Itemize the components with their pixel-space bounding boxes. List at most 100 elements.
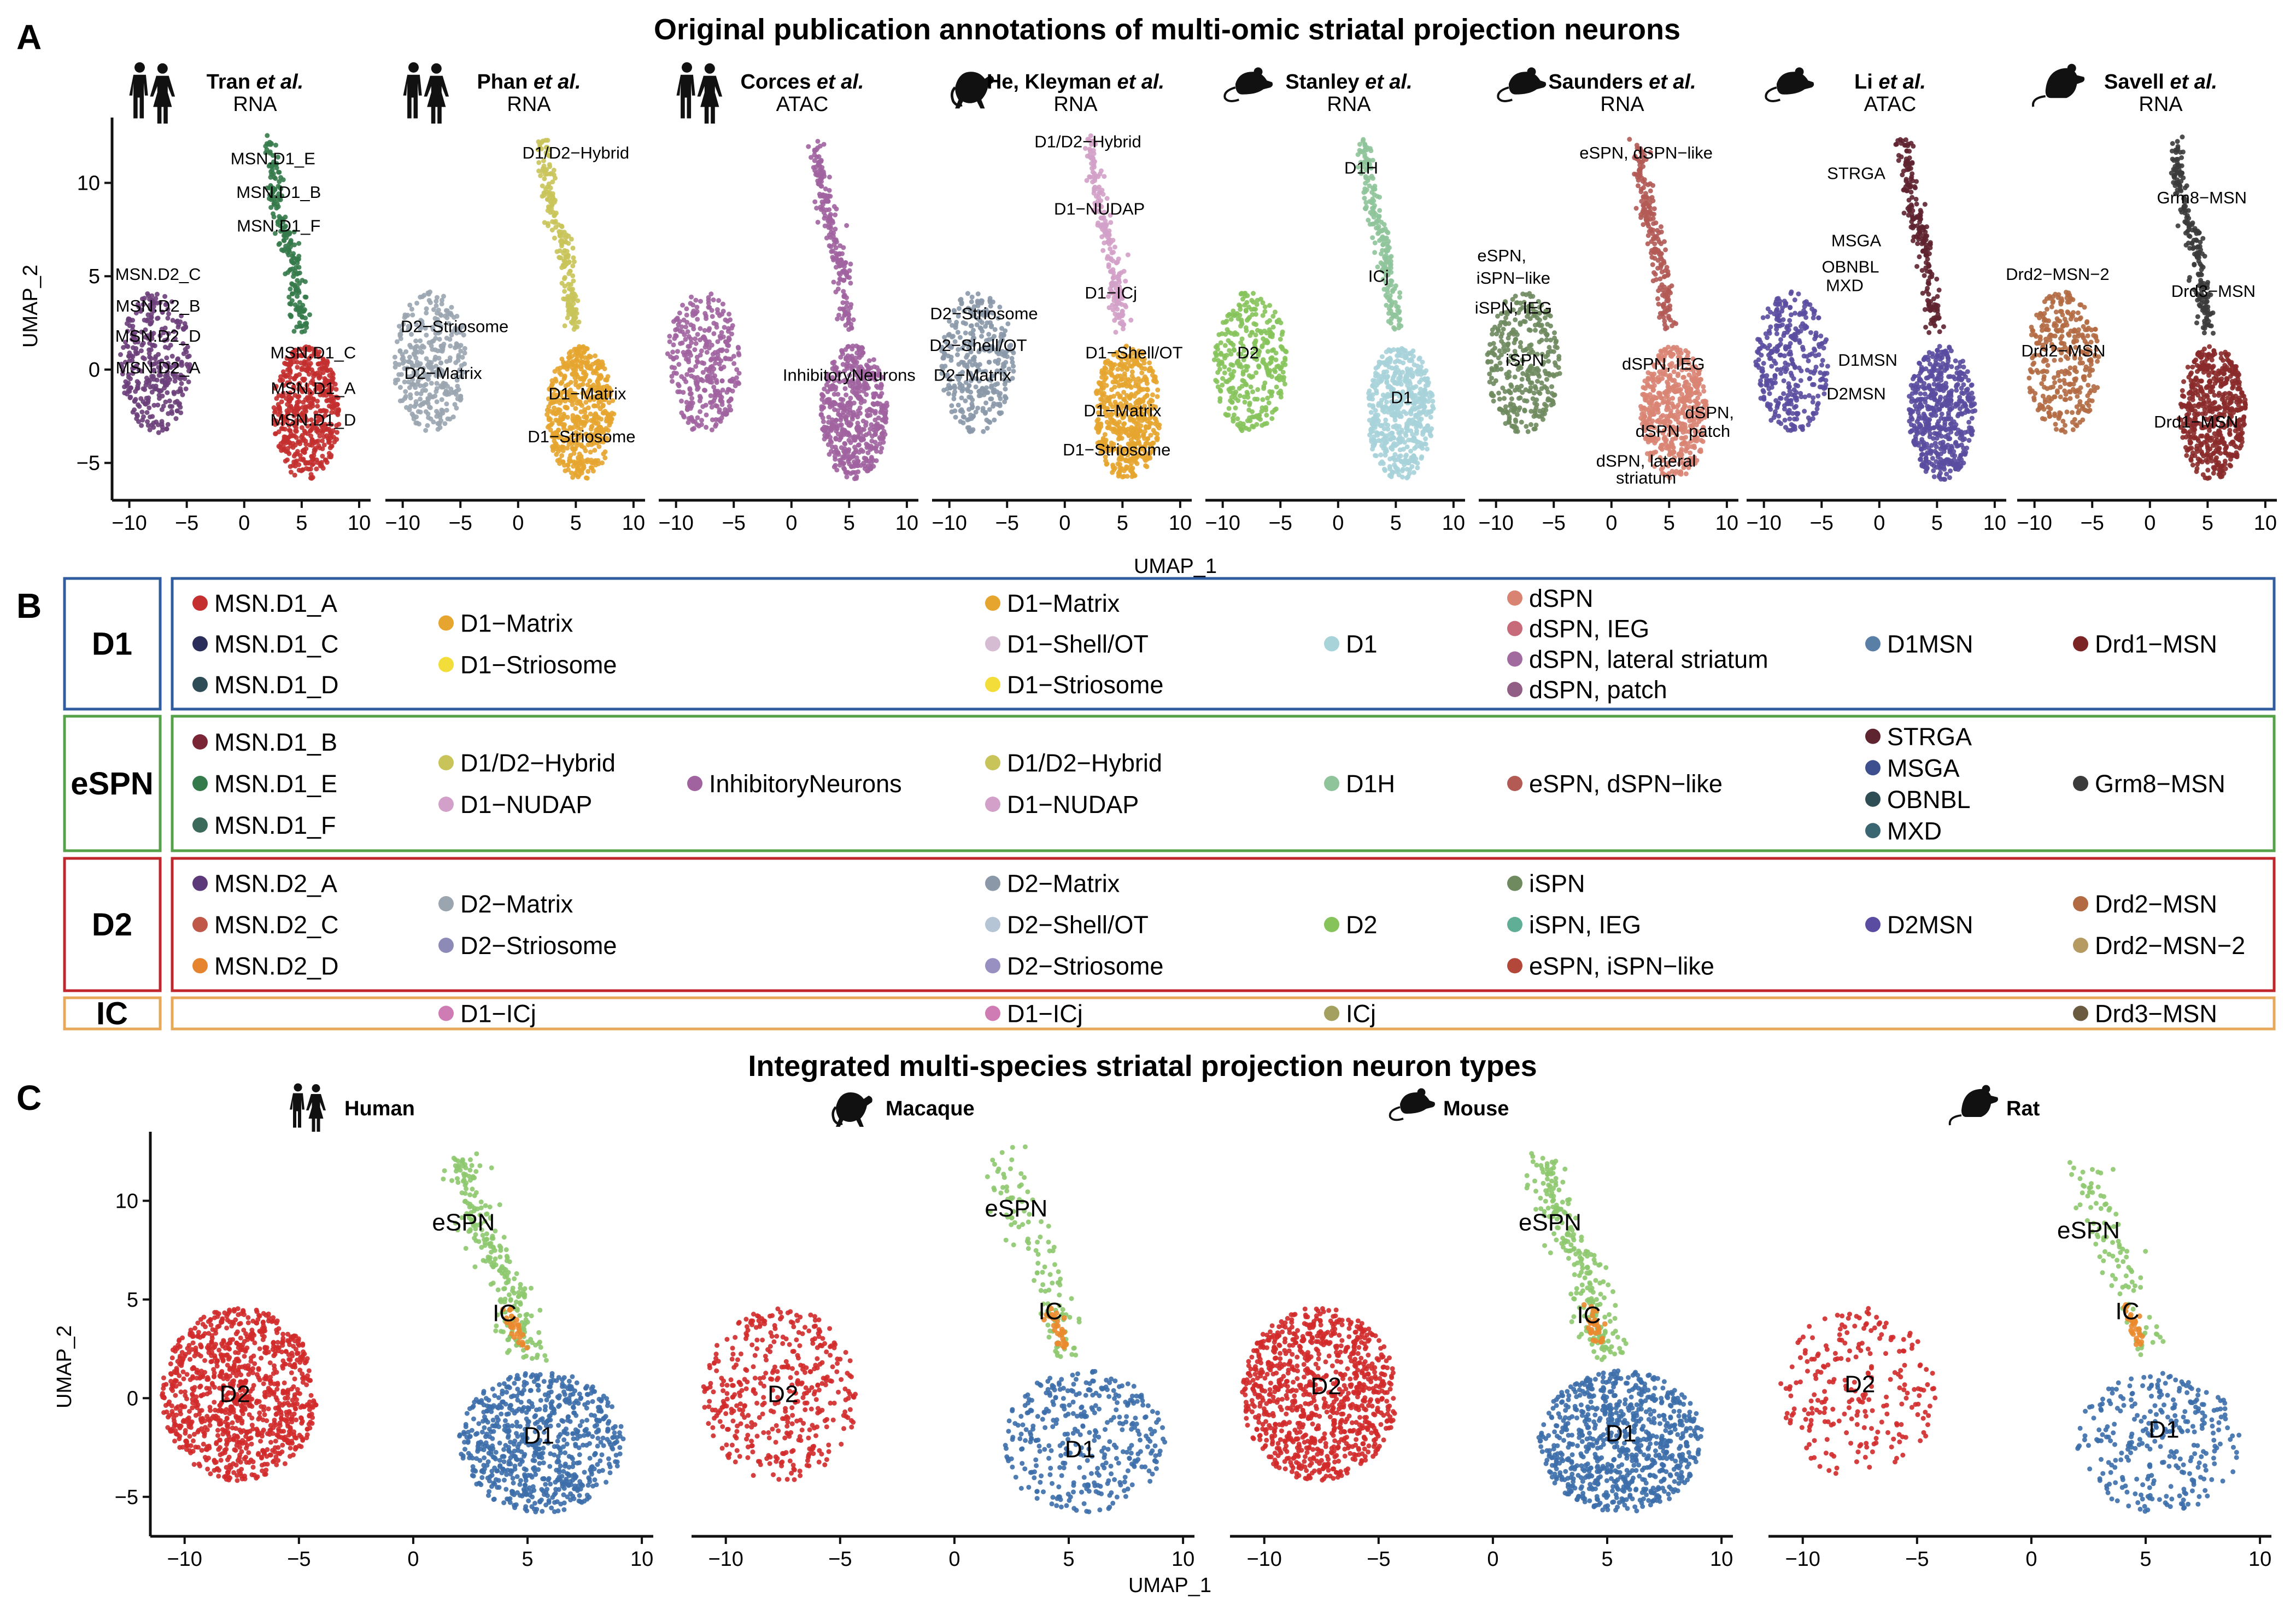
cluster-label: D1−Striosome (1063, 440, 1170, 459)
rat-icon (2031, 63, 2085, 107)
c2-x-tick-label: 0 (1487, 1548, 1498, 1571)
study-name: Phan et al. (477, 71, 581, 93)
panel-b-label: B (16, 586, 42, 625)
d2-cluster (1240, 1306, 1397, 1483)
c3-x-tick-label: −5 (1905, 1548, 1929, 1571)
legend-dot (438, 938, 454, 953)
legend-dot (1324, 776, 1339, 791)
panel-c-xlabel: UMAP_1 (1128, 1574, 1211, 1597)
legend-dot (1507, 958, 1522, 974)
c0-x-tick-label: −10 (167, 1548, 202, 1571)
ic-cluster (2122, 1302, 2145, 1347)
cluster-label: MSN.D1_A (271, 378, 355, 397)
legend-item-label: D2−Striosome (460, 932, 617, 960)
cluster-label: eSPN (2057, 1217, 2120, 1244)
legend-dot (687, 776, 702, 791)
c1-x-tick-label: −10 (708, 1548, 743, 1571)
legend-item-label: InhibitoryNeurons (709, 770, 902, 798)
cluster-label: dSPN, IEG (1622, 354, 1705, 373)
legend-dot (192, 917, 208, 932)
d1-cluster (818, 343, 890, 482)
c1-x-tick-label: 5 (1063, 1548, 1074, 1571)
legend-dot (985, 676, 1000, 692)
a0-x-tick-label: 5 (296, 512, 307, 535)
legend-dot (192, 875, 208, 891)
facet-rat: −10 −5 0 5 10 Savell et al.RNA Grm8−MSN Drd2−MS… (2006, 63, 2277, 535)
facet-macaque: −10 −5 0 5 10 Macaque eSPN IC D2 D1 (692, 1092, 1194, 1571)
legend-dot (1324, 1005, 1339, 1021)
study-name-main: Stanley (1285, 71, 1365, 93)
legend-dot (1865, 636, 1881, 652)
a0-y-tick-label: 10 (77, 172, 100, 195)
a7-x-tick-label: 10 (2254, 512, 2277, 535)
cluster-label: InhibitoryNeurons (783, 365, 916, 384)
a4-x-tick-label: 5 (1390, 512, 1402, 535)
cluster-label: D2−Matrix (404, 364, 482, 383)
group-box (63, 577, 162, 711)
espn-stream (985, 1144, 1082, 1359)
human-icon (676, 62, 723, 124)
species-label: Human (344, 1097, 415, 1120)
a1-x-tick-label: 5 (570, 512, 582, 535)
legend-dot (1507, 875, 1522, 891)
a0-x-tick-label: −5 (175, 512, 198, 535)
a1-x-tick-label: 0 (512, 512, 524, 535)
legend-item-label: dSPN, lateral striatum (1529, 645, 1768, 673)
cluster-label: D2−Striosome (930, 304, 1038, 323)
legend-dot (985, 917, 1000, 932)
legend-dot (1507, 651, 1522, 667)
facet-mouse: −10 −5 0 5 10 Mouse eSPN IC D2 D1 (1230, 1088, 1733, 1571)
a7-x-tick-label: 0 (2144, 512, 2156, 535)
legend-dot (1324, 917, 1339, 932)
ic-cluster (1041, 1306, 1069, 1350)
legend-dot (1865, 791, 1881, 807)
cluster-label: eSPN (1519, 1209, 1582, 1236)
legend-box (171, 857, 2276, 992)
d2-cluster (701, 1306, 858, 1482)
panel-a-xlabel: UMAP_1 (1134, 555, 1217, 578)
c1-x-tick-label: 10 (1172, 1548, 1194, 1571)
legend-item-label: dSPN, IEG (1529, 615, 1649, 643)
a2-x-tick-label: 0 (786, 512, 797, 535)
c3-x-tick-label: 10 (2248, 1548, 2271, 1571)
d1-cluster (1093, 343, 1162, 479)
legend-item-label: D1−NUDAP (460, 791, 592, 818)
legend-dot (985, 636, 1000, 652)
legend-row-d2: D2 MSN.D2_A MSN.D2_C MSN.D2_D D2−Matrix D2−St… (63, 857, 2276, 992)
a6-x-tick-label: 5 (1931, 512, 1943, 535)
cluster-label: IC (493, 1300, 517, 1327)
cluster-label: Drd2−MSN−2 (2006, 265, 2110, 284)
d1-cluster (1366, 346, 1436, 481)
legend-boxes: D1 MSN.D1_A MSN.D1_C MSN.D1_D D1−Matrix D1−St… (63, 577, 2276, 1032)
group-box (63, 996, 162, 1031)
ic-cluster (1581, 1302, 1608, 1345)
cluster-label: D2MSN (1826, 384, 1886, 403)
legend-dot (192, 958, 208, 974)
cluster-label: eSPN, (1477, 246, 1526, 265)
legend-item-label: D2−Matrix (1007, 870, 1120, 898)
legend-item-label: iSPN, IEG (1529, 911, 1641, 939)
cluster-label: eSPN, dSPN−like (1579, 143, 1713, 162)
cluster-label: D1 (2148, 1417, 2179, 1443)
study-name-main: Tran (207, 71, 256, 93)
legend-dot (438, 755, 454, 770)
cluster-label: D2 (768, 1381, 798, 1408)
cluster-label: Drd3−MSN (2171, 282, 2256, 301)
study-name-main: Phan (477, 71, 533, 93)
legend-dot (1507, 621, 1522, 636)
panel-a-label: A (16, 17, 42, 57)
legend-item-label: D1−ICj (1007, 1000, 1083, 1028)
a2-x-tick-label: −5 (722, 512, 746, 535)
c2-x-tick-label: −10 (1246, 1548, 1281, 1571)
legend-item-label: dSPN (1529, 584, 1594, 612)
facet-mouse: −10 −5 0 5 10 Saunders et al.RNA eSPN, dSPN−li… (1475, 67, 1738, 535)
legend-dot (985, 958, 1000, 974)
panel-c-label: C (16, 1078, 42, 1118)
cluster-label: Drd1−MSN (2154, 412, 2238, 431)
cluster-label: D2 (220, 1381, 250, 1408)
a6-x-tick-label: −10 (1746, 512, 1781, 535)
legend-dot (2073, 776, 2088, 791)
cluster-label: MSN.D2_A (116, 358, 201, 377)
